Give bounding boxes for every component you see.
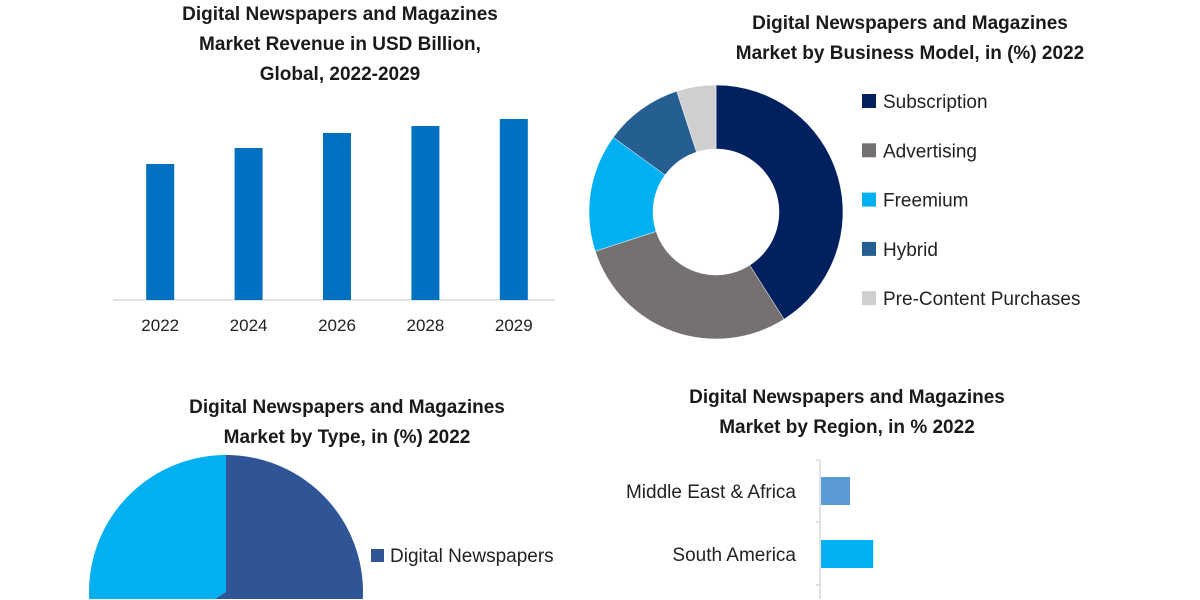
donut-slice-subscription <box>715 84 844 320</box>
legend-label: Freemium <box>883 191 969 212</box>
legend-swatch <box>371 549 384 562</box>
business-model-chart-title: Digital Newspapers and Magazines Market … <box>660 9 1160 69</box>
donut-slice-pre-content-purchases <box>676 84 717 153</box>
legend-swatch <box>862 143 876 158</box>
legend-swatch <box>862 241 876 256</box>
legend-label: Pre-Content Purchases <box>883 289 1081 310</box>
pie-slice-1 <box>89 455 226 599</box>
legend-swatch <box>862 291 876 306</box>
title-line: Digital Newspapers and Magazines <box>752 13 1068 34</box>
bar-2026 <box>323 133 351 300</box>
region-bar <box>821 540 874 568</box>
legend-label: Subscription <box>883 92 988 113</box>
region-label: South America <box>672 545 796 566</box>
title-line: Market by Business Model, in (%) 2022 <box>735 43 1085 64</box>
legend-label: Advertising <box>883 141 977 162</box>
x-tick-label: 2024 <box>230 316 268 335</box>
bar-2029 <box>499 119 528 300</box>
legend-label: Hybrid <box>883 240 938 261</box>
region-label: Middle East & Africa <box>626 482 796 503</box>
legend-swatch <box>862 94 876 108</box>
bar-2024 <box>234 148 263 300</box>
x-tick-label: 2029 <box>495 316 533 335</box>
revenue-chart-title: Digital Newspapers and Magazines Market … <box>90 0 590 90</box>
title-line: Global, 2022-2029 <box>259 64 421 85</box>
x-tick-label: 2028 <box>406 316 444 335</box>
title-line: Digital Newspapers and Magazines <box>189 397 505 418</box>
title-line: Market by Type, in (%) 2022 <box>223 427 471 448</box>
type-chart-title: Digital Newspapers and Magazines Market … <box>97 393 597 453</box>
bar-2028 <box>411 126 440 300</box>
legend-label: Digital Newspapers <box>390 546 554 567</box>
region-bar <box>821 477 850 505</box>
bar-2022 <box>146 164 175 300</box>
title-line: Digital Newspapers and Magazines <box>182 4 498 25</box>
title-line: Digital Newspapers and Magazines <box>689 387 1005 408</box>
region-chart-title: Digital Newspapers and Magazines Market … <box>597 383 1097 443</box>
title-line: Market Revenue in USD Billion, <box>199 34 481 55</box>
donut-slice-advertising <box>594 231 785 340</box>
x-tick-label: 2026 <box>318 316 356 335</box>
pie-slice-0 <box>214 455 363 599</box>
title-line: Market by Region, in % 2022 <box>719 417 975 438</box>
x-tick-label: 2022 <box>141 316 179 335</box>
legend-swatch <box>862 192 876 207</box>
